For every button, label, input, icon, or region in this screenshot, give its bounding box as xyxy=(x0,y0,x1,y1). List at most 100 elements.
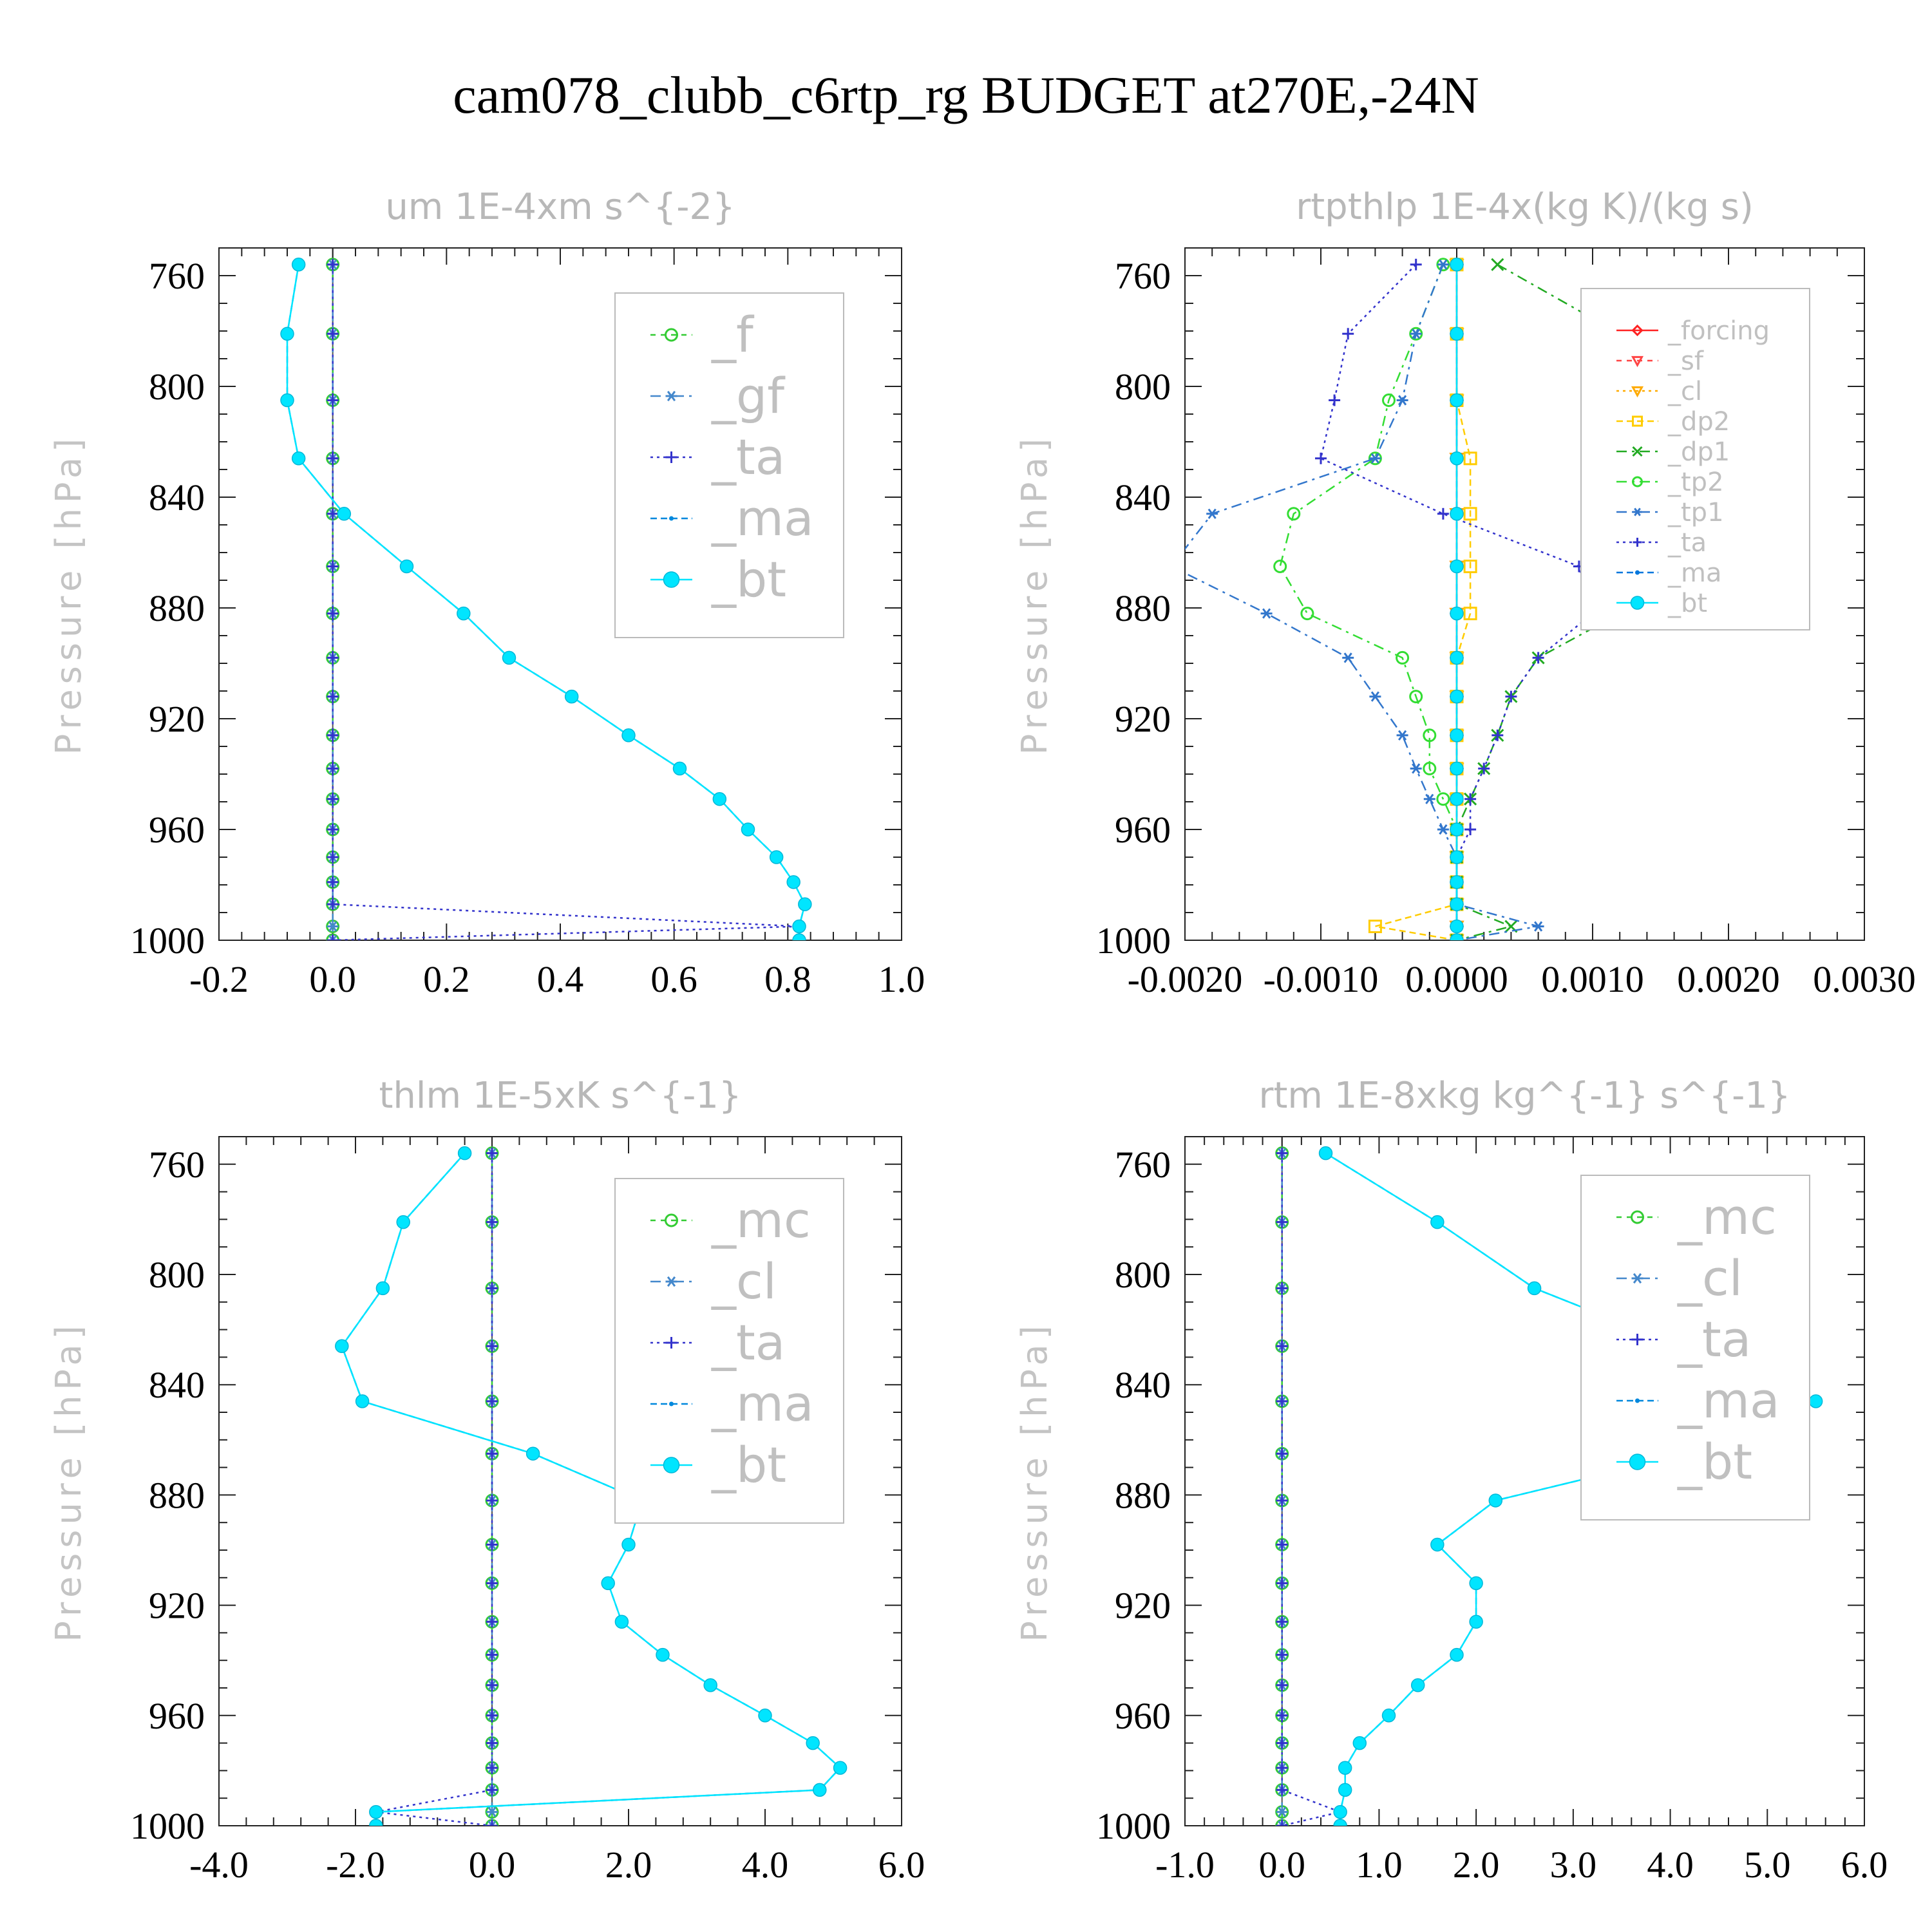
legend-entry: _ta xyxy=(1616,528,1707,558)
legend-label: _dp1 xyxy=(1667,437,1730,467)
y-tick-label: 1000 xyxy=(1096,1805,1171,1847)
x-tick-label: 0.2 xyxy=(423,958,470,1000)
data-point xyxy=(1338,1761,1352,1775)
data-point xyxy=(502,650,516,665)
legend-entry: _ma xyxy=(650,1375,814,1432)
data-point xyxy=(486,1820,498,1826)
data-point xyxy=(1437,507,1449,520)
data-point xyxy=(1206,508,1218,519)
x-tick-label: 5.0 xyxy=(1744,1844,1791,1886)
data-point xyxy=(1276,1282,1288,1294)
data-point xyxy=(1532,921,1544,932)
data-point xyxy=(813,1783,827,1797)
data-point xyxy=(375,1281,390,1296)
legend-label: _bt xyxy=(711,1436,786,1493)
data-point xyxy=(327,507,339,520)
x-tick-label: 0.6 xyxy=(650,958,697,1000)
data-point xyxy=(1381,1709,1396,1723)
data-point xyxy=(1437,824,1449,835)
legend-entry: _ma xyxy=(1616,558,1721,588)
legend-entry: _bt xyxy=(1616,589,1707,618)
data-point xyxy=(291,258,306,272)
data-point xyxy=(486,1395,498,1407)
data-point xyxy=(1450,327,1464,341)
data-point xyxy=(1505,690,1517,703)
x-tick-label: 6.0 xyxy=(1841,1844,1888,1886)
y-tick-label: 920 xyxy=(1115,698,1171,740)
data-point xyxy=(327,824,339,835)
data-point xyxy=(327,921,339,932)
legend-entry: _ta xyxy=(1616,1311,1751,1368)
y-tick-label: 880 xyxy=(149,587,205,629)
data-point xyxy=(1450,559,1464,574)
data-point xyxy=(486,1616,498,1628)
data-point xyxy=(1409,690,1423,704)
data-point xyxy=(327,394,339,406)
data-point xyxy=(369,1819,383,1826)
series-line xyxy=(1279,264,1458,940)
legend-entry: _bt xyxy=(650,1436,786,1493)
y-tick-label: 1000 xyxy=(1096,920,1171,961)
data-point xyxy=(1276,1216,1288,1228)
legend-label: _ta xyxy=(711,1314,785,1371)
legend: _mc_cl_ta_ma_bt xyxy=(614,1178,844,1524)
data-point xyxy=(1318,1146,1333,1160)
data-point xyxy=(1166,562,1177,571)
data-point xyxy=(457,606,471,621)
x-tick-label: 6.0 xyxy=(878,1844,925,1886)
x-tick-label: 3.0 xyxy=(1550,1844,1597,1886)
data-point xyxy=(1276,1679,1288,1691)
data-point xyxy=(1333,1804,1347,1819)
data-point xyxy=(1450,689,1464,704)
data-point xyxy=(335,1339,349,1354)
x-tick-label: -0.2 xyxy=(189,958,249,1000)
y-tick-label: 800 xyxy=(149,366,205,408)
data-point xyxy=(486,1709,498,1721)
data-point xyxy=(1396,395,1408,406)
data-point xyxy=(1423,761,1437,775)
x-tick-label: 0.8 xyxy=(764,958,811,1000)
legend-label: _ta xyxy=(1667,528,1707,558)
y-tick-label: 840 xyxy=(149,1364,205,1406)
y-tick-label: 800 xyxy=(1115,1254,1171,1296)
data-point xyxy=(486,1784,498,1796)
data-point xyxy=(1808,1394,1823,1408)
panel-title: rtpthlp 1E-4x(kg K)/(kg s) xyxy=(1296,186,1754,228)
data-point xyxy=(1450,393,1464,408)
data-point xyxy=(1450,761,1464,776)
data-point xyxy=(1410,258,1422,270)
plot-frame xyxy=(1184,1136,1865,1826)
legend-label: _dp2 xyxy=(1667,407,1730,437)
x-tick-label: -4.0 xyxy=(189,1844,249,1886)
chart-panel-3: thlm 1E-5xK s^{-1} Pressure [hPa] 760 800 84… xyxy=(48,1075,925,1886)
data-point xyxy=(327,934,339,940)
y-tick-label: 920 xyxy=(149,1585,205,1627)
y-axis-label: Pressure [hPa] xyxy=(1014,1320,1055,1642)
data-point xyxy=(486,1577,498,1589)
data-point xyxy=(486,1282,498,1294)
data-point xyxy=(280,327,294,341)
data-point xyxy=(1450,1647,1464,1662)
data-point xyxy=(833,1761,848,1775)
series-line xyxy=(1185,264,1539,940)
data-point xyxy=(1469,1576,1483,1591)
data-point xyxy=(1464,824,1477,835)
x-tick-label: -0.0020 xyxy=(1128,958,1243,1000)
y-tick-label: 760 xyxy=(1115,1144,1171,1186)
data-point xyxy=(486,1147,498,1159)
legend-entry: _ma xyxy=(650,489,814,547)
series-line xyxy=(1281,1153,1343,1826)
data-point xyxy=(1463,451,1477,466)
x-tick-label: -1.0 xyxy=(1155,1844,1215,1886)
legend-label: _bt xyxy=(1677,1433,1752,1490)
data-point xyxy=(399,559,414,574)
data-point xyxy=(486,1762,498,1774)
data-point xyxy=(1430,1215,1444,1229)
legend: _forcing_sf_cl_dp2_dp1_tp2_tp1_ta_ma_bt xyxy=(1580,288,1810,630)
panel-title: um 1E-4xm s^{-2} xyxy=(385,186,735,228)
data-point xyxy=(1450,650,1464,665)
legend-label: _ma xyxy=(1667,558,1721,588)
legend-label: _ta xyxy=(1677,1311,1751,1368)
legend-entry: _dp1 xyxy=(1616,437,1730,467)
x-tick-label: 0.0 xyxy=(309,958,356,1000)
